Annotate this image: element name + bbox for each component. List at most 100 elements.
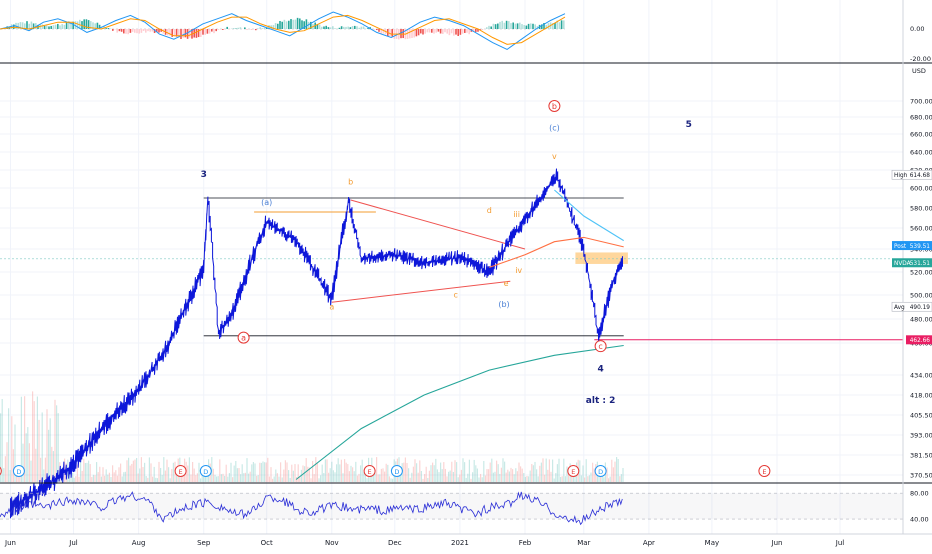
- price-tag-value: 539.51: [910, 244, 931, 250]
- volume-bar: [299, 477, 300, 482]
- wave-label[interactable]: b: [348, 177, 353, 186]
- rsi-tick-label: 80.00: [910, 490, 929, 498]
- volume-bar: [416, 463, 417, 482]
- earnings-marker[interactable]: E: [571, 468, 575, 476]
- wave-label[interactable]: 3: [201, 170, 207, 180]
- wave-label[interactable]: v: [552, 152, 557, 161]
- volume-bar: [488, 469, 489, 482]
- osc-histogram-bar: [361, 27, 363, 29]
- earnings-marker[interactable]: E: [762, 468, 766, 476]
- volume-bar: [378, 474, 379, 482]
- x-tick-label: Jul: [835, 539, 845, 547]
- osc-histogram-bar: [561, 20, 563, 29]
- wave-label[interactable]: d: [487, 206, 492, 215]
- volume-bar: [475, 465, 476, 482]
- volume-bar: [214, 475, 215, 482]
- volume-bar: [10, 470, 11, 482]
- volume-bar: [486, 469, 487, 482]
- wave-label[interactable]: c: [453, 290, 457, 299]
- osc-histogram-bar: [330, 27, 332, 29]
- volume-bar: [544, 475, 545, 482]
- volume-bar: [502, 458, 503, 482]
- volume-bar: [304, 466, 305, 482]
- dividend-marker[interactable]: D: [203, 468, 208, 476]
- volume-bar: [261, 463, 262, 482]
- volume-bar: [318, 478, 319, 482]
- osc-histogram-bar: [528, 24, 530, 29]
- volume-bar: [229, 473, 230, 482]
- osc-histogram-bar: [418, 29, 420, 35]
- wave-label[interactable]: alt : 2: [586, 396, 616, 406]
- osc-histogram-bar: [136, 29, 138, 33]
- volume-bar: [5, 456, 6, 482]
- wave-label[interactable]: b: [552, 102, 557, 111]
- osc-histogram-bar: [64, 25, 66, 29]
- osc-histogram-bar: [123, 29, 125, 33]
- osc-histogram-bar: [138, 29, 140, 34]
- volume-bar: [413, 467, 414, 482]
- volume-bar: [272, 479, 273, 482]
- osc-histogram-bar: [323, 26, 325, 29]
- wave-label[interactable]: iii: [513, 210, 520, 219]
- wave-label[interactable]: a: [329, 302, 334, 311]
- volume-bar: [498, 464, 499, 482]
- volume-bar: [562, 476, 563, 482]
- osc-histogram-bar: [211, 29, 213, 32]
- volume-bar: [253, 462, 254, 482]
- wave-label[interactable]: c: [598, 342, 602, 351]
- volume-bar: [222, 474, 223, 482]
- dividend-marker[interactable]: D: [598, 468, 603, 476]
- volume-bar: [280, 462, 281, 482]
- volume-bar: [22, 444, 23, 482]
- volume-bar: [243, 473, 244, 482]
- dividend-marker[interactable]: D: [16, 468, 21, 476]
- osc-histogram-bar: [149, 29, 151, 32]
- earnings-marker[interactable]: E: [368, 468, 372, 476]
- volume-bar: [136, 458, 137, 482]
- wave-label[interactable]: iv: [515, 266, 522, 275]
- volume-bar: [195, 475, 196, 482]
- volume-bar: [104, 476, 105, 482]
- volume-bar: [128, 458, 129, 482]
- osc-histogram-bar: [215, 29, 217, 31]
- volume-bar: [408, 468, 409, 482]
- osc-histogram-bar: [402, 29, 404, 38]
- volume-bar: [197, 473, 198, 482]
- volume-bar: [533, 465, 534, 482]
- volume-bar: [522, 469, 523, 482]
- osc-histogram-bar: [187, 29, 189, 39]
- volume-bar: [418, 473, 419, 482]
- volume-bar: [122, 476, 123, 482]
- osc-histogram-bar: [460, 29, 462, 35]
- volume-bar: [106, 469, 107, 482]
- volume-bar: [494, 472, 495, 482]
- volume-bar: [142, 467, 143, 482]
- volume-bar: [427, 478, 428, 482]
- volume-bar: [422, 479, 423, 482]
- rsi-tick-label: 40.00: [910, 516, 929, 524]
- volume-bar: [347, 464, 348, 482]
- volume-bar: [506, 473, 507, 482]
- volume-bar: [246, 458, 247, 482]
- volume-bar: [322, 465, 323, 482]
- osc-histogram-bar: [444, 29, 446, 32]
- wave-label[interactable]: e: [504, 279, 509, 288]
- volume-bar: [50, 418, 51, 482]
- wave-label[interactable]: (a): [261, 198, 272, 207]
- wave-label[interactable]: (b): [498, 300, 509, 309]
- dividend-marker[interactable]: D: [394, 468, 399, 476]
- y-tick-label: 480.00: [910, 316, 932, 324]
- volume-bar: [6, 442, 7, 482]
- wave-label[interactable]: (c): [549, 124, 560, 133]
- volume-bar: [606, 468, 607, 482]
- osc-histogram-bar: [508, 21, 510, 29]
- earnings-marker[interactable]: E: [179, 468, 183, 476]
- volume-bar: [517, 471, 518, 482]
- wave-label[interactable]: 5: [686, 120, 692, 130]
- volume-bar: [613, 467, 614, 482]
- volume-bar: [466, 478, 467, 482]
- volume-bar: [150, 463, 151, 482]
- wave-label[interactable]: a: [241, 334, 246, 343]
- wave-label[interactable]: 4: [597, 364, 603, 374]
